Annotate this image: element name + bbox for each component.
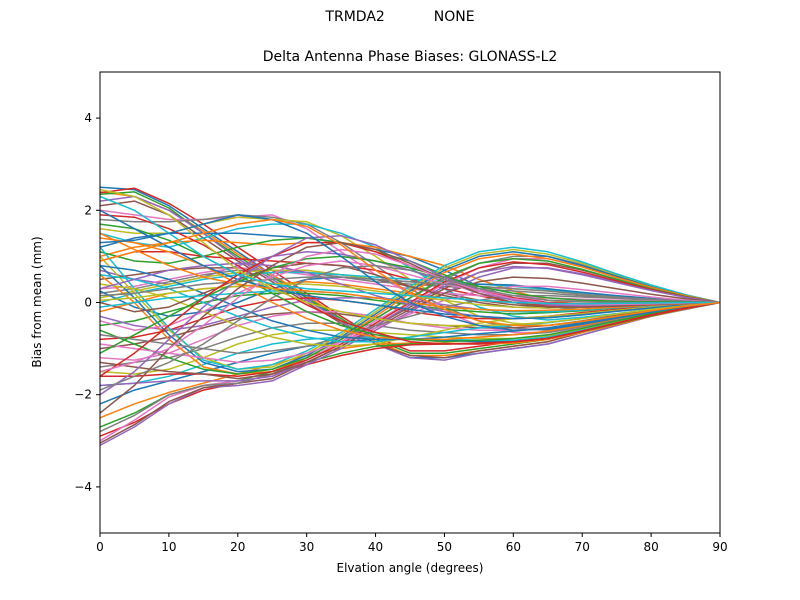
y-axis-ticks: −4 −2 0 2 4: [74, 111, 100, 494]
y-tick-label: 2: [84, 203, 92, 217]
x-tick-label: 50: [437, 540, 452, 554]
x-tick-label: 90: [712, 540, 727, 554]
x-tick-label: 80: [643, 540, 658, 554]
series-line: [100, 285, 720, 364]
series-line: [100, 248, 720, 373]
series-line: [100, 264, 720, 391]
series-line: [100, 276, 720, 304]
y-tick-label: −2: [74, 388, 92, 402]
x-tick-label: 10: [161, 540, 176, 554]
chart-title: Delta Antenna Phase Biases: GLONASS-L2: [262, 49, 558, 65]
series-line: [100, 276, 720, 380]
x-tick-label: 0: [96, 540, 104, 554]
data-lines: [100, 186, 720, 447]
y-tick-label: 0: [84, 296, 92, 310]
x-axis-ticks: 0 10 20 30 40 50 60 70 80 90: [96, 533, 728, 554]
x-tick-label: 40: [368, 540, 383, 554]
series-line: [100, 260, 720, 331]
series-line: [100, 241, 720, 414]
series-line: [100, 188, 720, 327]
series-line: [100, 294, 720, 354]
x-tick-label: 20: [230, 540, 245, 554]
series-line: [100, 214, 720, 345]
y-tick-label: 4: [84, 111, 92, 125]
x-tick-label: 70: [575, 540, 590, 554]
x-tick-label: 30: [299, 540, 314, 554]
series-line: [100, 257, 720, 375]
series-line: [100, 195, 720, 305]
series-line: [100, 218, 720, 327]
figure-suptitle: TRMDA2 NONE: [325, 9, 475, 25]
series-line: [100, 214, 720, 331]
x-axis-label: Elvation angle (degrees): [336, 561, 484, 575]
x-tick-label: 60: [506, 540, 521, 554]
series-line: [100, 191, 720, 354]
series-line: [100, 301, 720, 419]
series-line: [100, 234, 720, 396]
series-line: [100, 209, 720, 320]
y-tick-label: −4: [74, 480, 92, 494]
series-line: [100, 251, 720, 373]
